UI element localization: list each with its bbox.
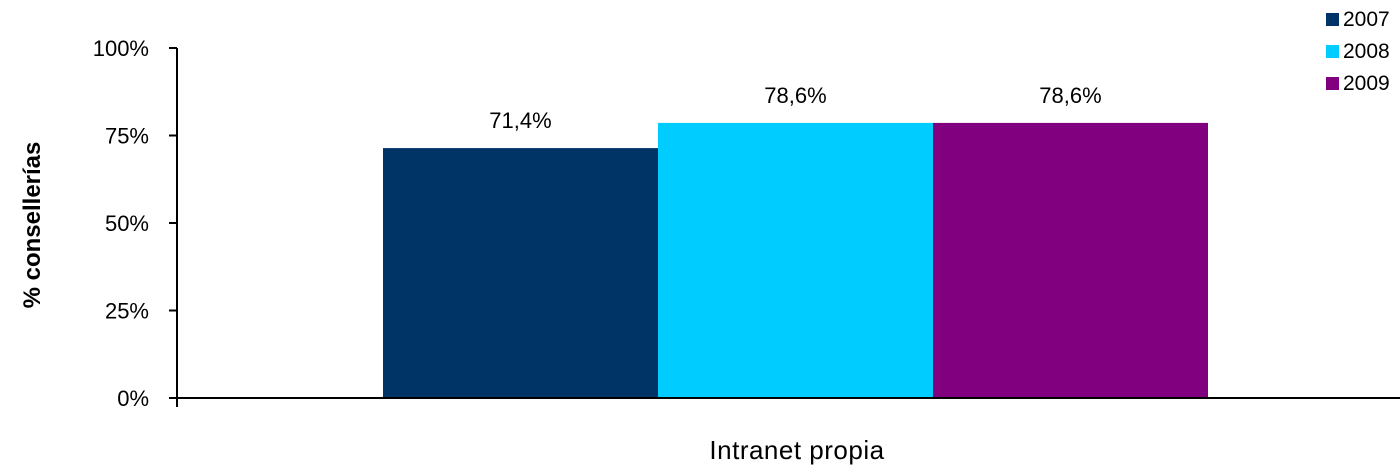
bar-2007 <box>383 148 658 398</box>
y-tick-label: 50% <box>105 211 149 236</box>
bar-2008 <box>658 122 933 399</box>
bar-2009 <box>933 122 1208 399</box>
data-label-2008: 78,6% <box>764 83 826 108</box>
y-tick-label: 25% <box>105 299 149 324</box>
legend-swatch-2008 <box>1326 45 1339 58</box>
legend-swatch-2007 <box>1326 13 1339 26</box>
y-axis-title: % consellerías <box>19 142 46 309</box>
category-label: Intranet propia <box>709 435 884 465</box>
bars <box>383 122 1208 399</box>
data-label-2009: 78,6% <box>1039 83 1101 108</box>
y-axis-ticks: 0% 25% 50% 75% 100% <box>93 36 177 411</box>
y-tick-label: 75% <box>105 124 149 149</box>
legend-label-2008: 2008 <box>1343 40 1390 63</box>
data-labels: 71,4% 78,6% 78,6% <box>489 83 1101 133</box>
y-tick-label: 100% <box>93 36 149 61</box>
legend-swatch-2009 <box>1326 77 1339 90</box>
legend: 2007 2008 2009 <box>1326 8 1390 95</box>
legend-label-2009: 2009 <box>1343 72 1390 95</box>
data-label-2007: 71,4% <box>489 108 551 133</box>
legend-label-2007: 2007 <box>1343 8 1390 31</box>
y-tick-label: 0% <box>117 386 149 411</box>
